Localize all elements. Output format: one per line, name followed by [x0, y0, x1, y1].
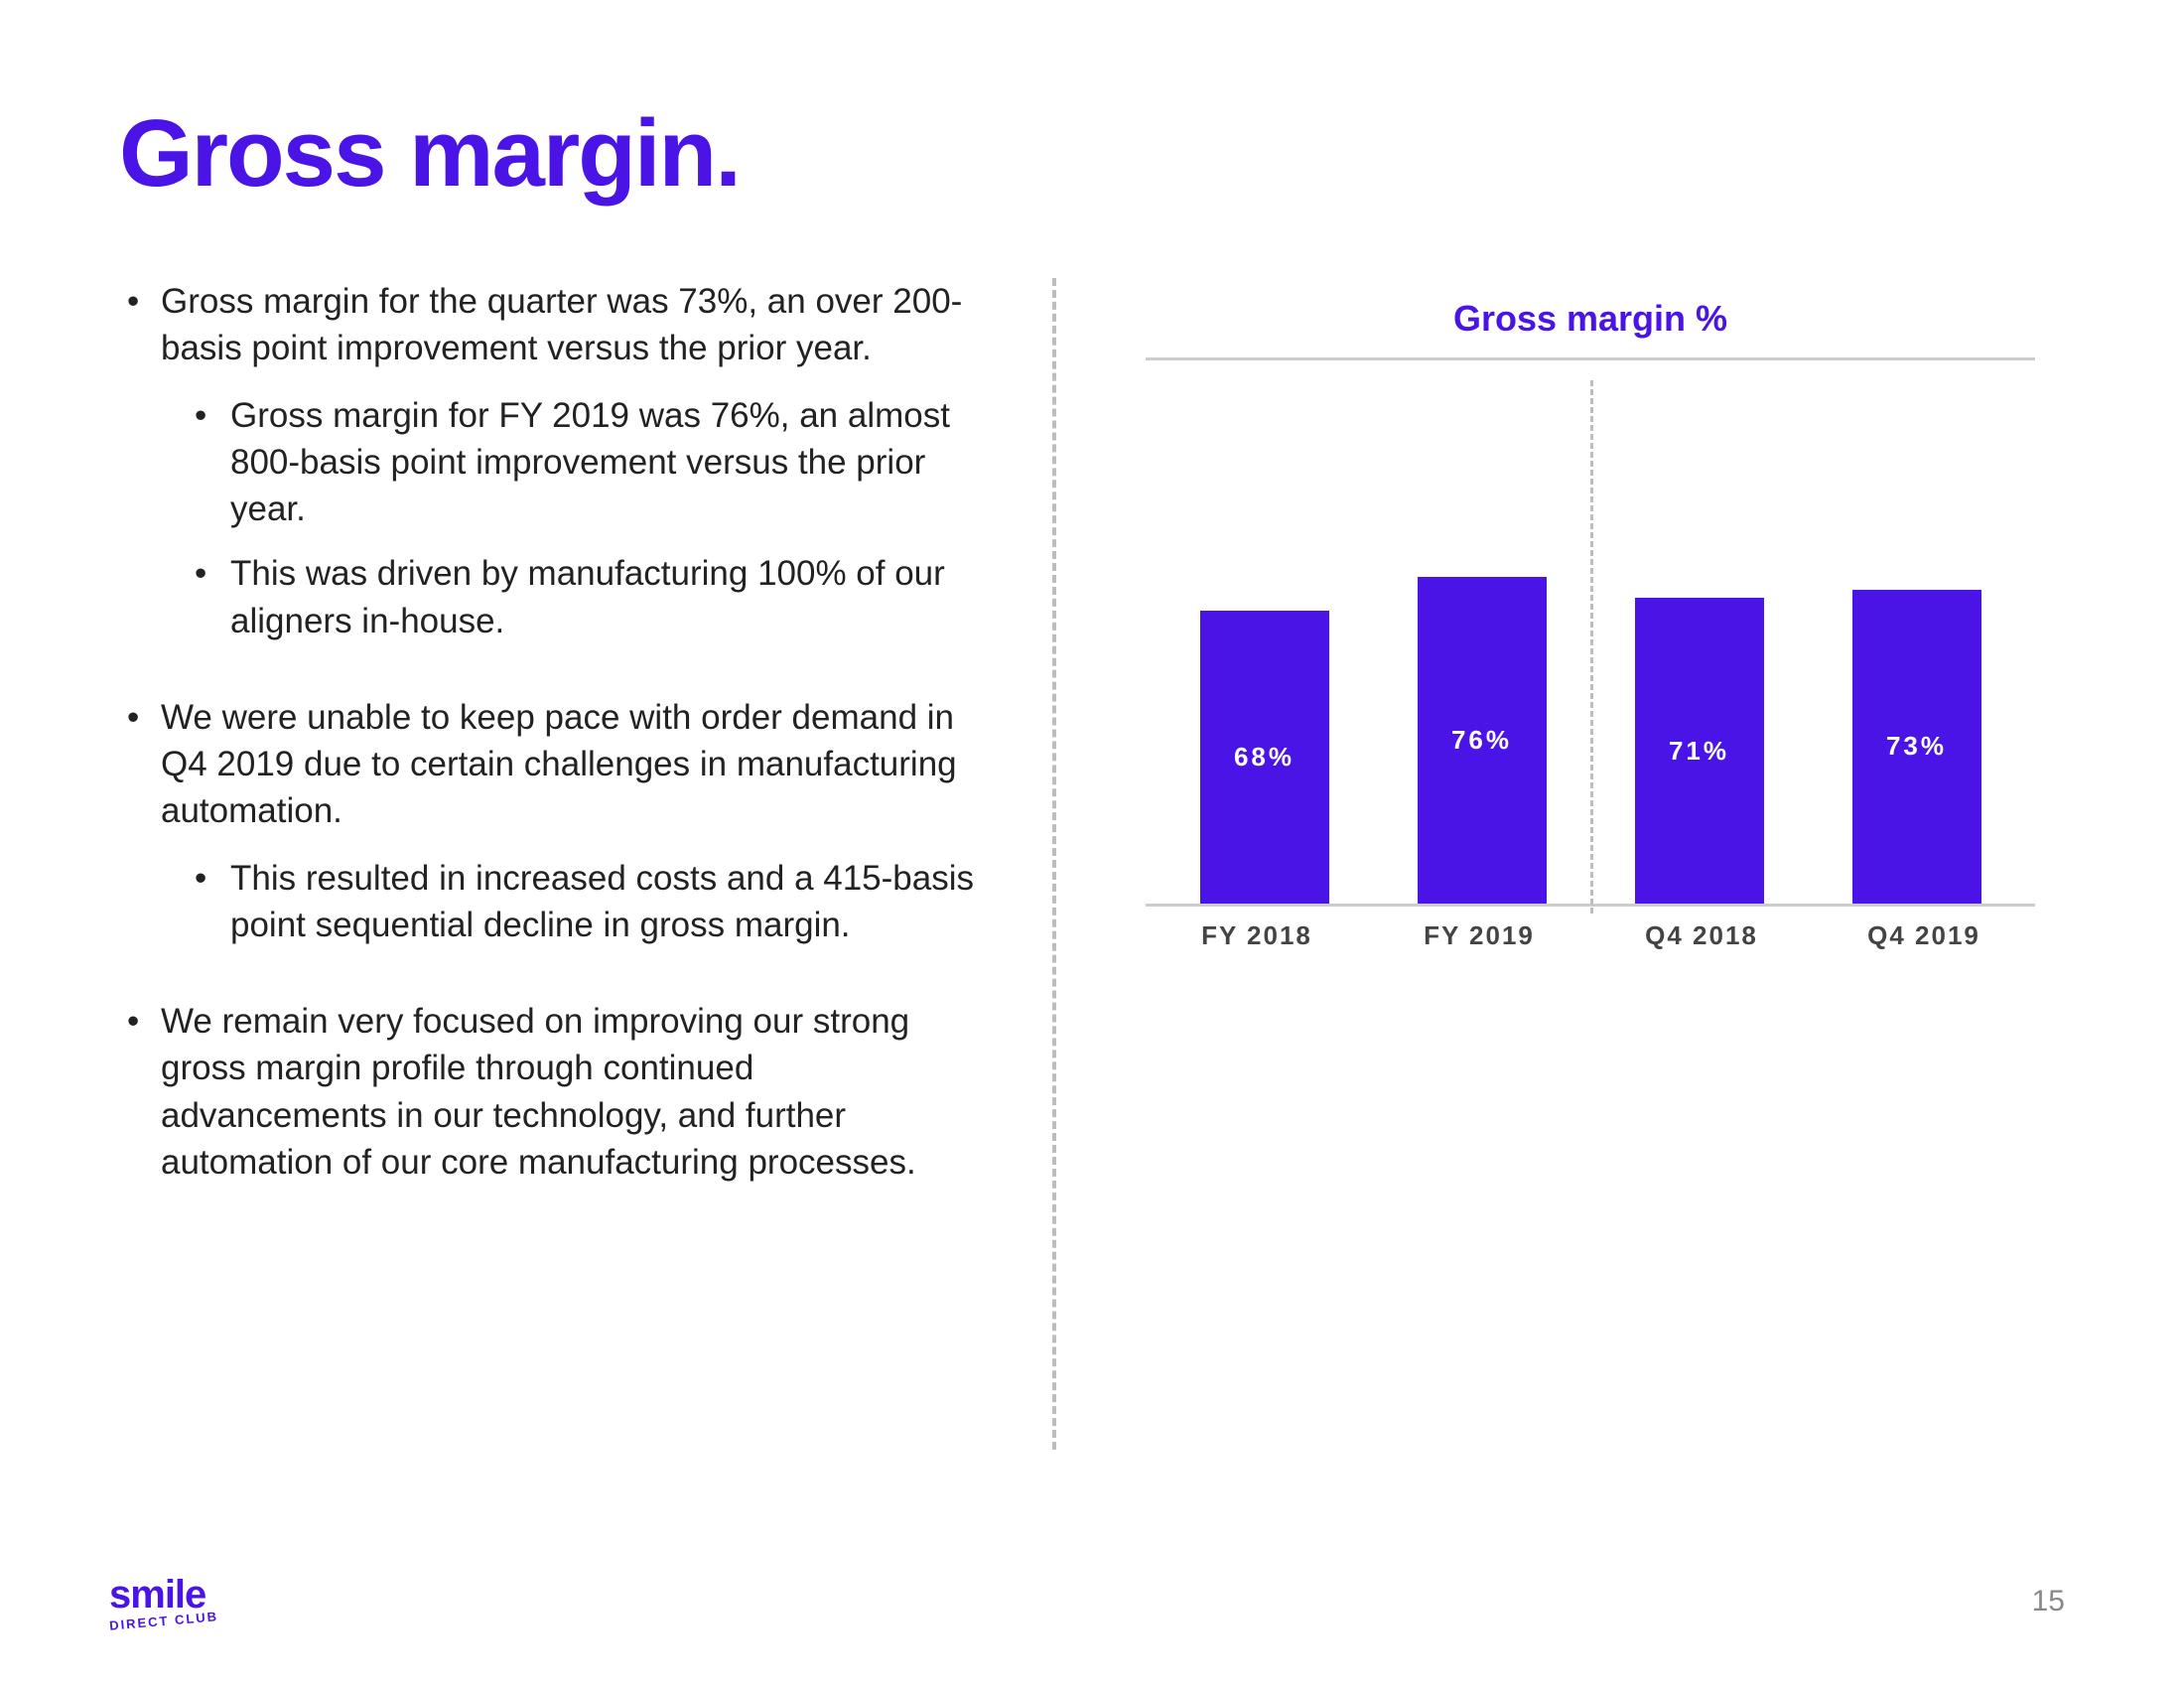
bar: 68%	[1200, 611, 1329, 904]
bar: 76%	[1418, 577, 1547, 904]
bullet-text: We were unable to keep pace with order d…	[161, 698, 957, 831]
slide-page: Gross margin. Gross margin for the quart…	[0, 0, 2184, 1688]
bar: 71%	[1635, 598, 1764, 904]
x-axis-label: Q4 2019	[1813, 920, 2035, 951]
chart-column: Gross margin % 68% 76% 71% 73% FY 2018FY 20…	[1086, 278, 2065, 1420]
chart-x-axis: FY 2018FY 2019Q4 2018Q4 2019	[1146, 920, 2035, 951]
bar-value-label: 71%	[1669, 736, 1729, 767]
page-title: Gross margin.	[119, 99, 2065, 209]
bar-slot: 68%	[1156, 390, 1373, 904]
bar-value-label: 76%	[1451, 725, 1512, 756]
sub-bullet-item: Gross margin for FY 2019 was 76%, an alm…	[161, 392, 983, 533]
bar: 73%	[1852, 590, 1981, 904]
column-divider	[1052, 278, 1056, 1450]
chart-title: Gross margin %	[1146, 298, 2035, 360]
bullet-item: Gross margin for the quarter was 73%, an…	[119, 278, 983, 644]
bullets-column: Gross margin for the quarter was 73%, an…	[119, 278, 1023, 1420]
bullet-item: We remain very focused on improving our …	[119, 998, 983, 1186]
bullet-item: We were unable to keep pace with order d…	[119, 694, 983, 948]
bullet-text: We remain very focused on improving our …	[161, 1002, 916, 1182]
page-number: 15	[2032, 1585, 2065, 1618]
bar-chart: 68% 76% 71% 73%	[1146, 390, 2035, 907]
bar-slot: 76%	[1373, 390, 1590, 904]
bullet-list: Gross margin for the quarter was 73%, an…	[119, 278, 983, 1186]
chart-wrap: 68% 76% 71% 73% FY 2018FY 2019Q4 2018Q4 201…	[1146, 390, 2035, 951]
sub-bullet-item: This resulted in increased costs and a 4…	[161, 855, 983, 949]
chart-group-divider	[1590, 380, 1593, 914]
bullet-text: Gross margin for the quarter was 73%, an…	[161, 282, 962, 367]
x-axis-label: FY 2019	[1368, 920, 1590, 951]
bar-slot: 71%	[1590, 390, 1808, 904]
sub-bullet-item: This was driven by manufacturing 100% of…	[161, 550, 983, 644]
bar-value-label: 68%	[1234, 742, 1295, 773]
x-axis-label: FY 2018	[1146, 920, 1368, 951]
bar-slot: 73%	[1808, 390, 2025, 904]
brand-logo: smile DIRECT CLUB	[109, 1573, 218, 1628]
x-axis-label: Q4 2018	[1590, 920, 1813, 951]
sub-bullet-list: This resulted in increased costs and a 4…	[161, 855, 983, 949]
bar-value-label: 73%	[1886, 731, 1947, 762]
sub-bullet-list: Gross margin for FY 2019 was 76%, an alm…	[161, 392, 983, 644]
two-column-layout: Gross margin for the quarter was 73%, an…	[119, 278, 2065, 1420]
